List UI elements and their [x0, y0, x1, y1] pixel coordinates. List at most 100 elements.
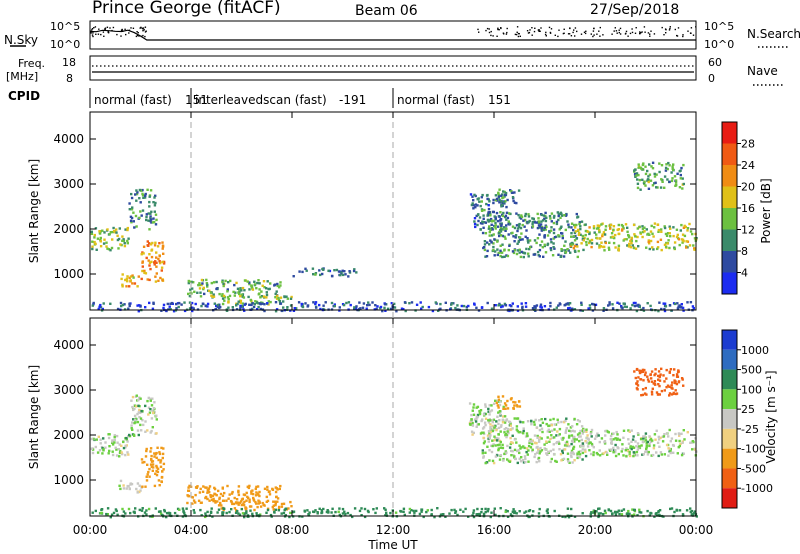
echo-cell — [516, 242, 519, 245]
echo-cell — [319, 307, 322, 311]
echo-cell — [540, 418, 543, 421]
echo-cell — [588, 232, 591, 236]
echo-cell — [666, 242, 669, 245]
echo-cell — [142, 196, 145, 199]
echo-cell — [473, 418, 477, 421]
echo-cell — [497, 195, 501, 198]
echo-cell — [614, 511, 618, 514]
echo-cell — [503, 202, 506, 205]
echo-cell — [148, 253, 151, 256]
echo-cell — [341, 273, 345, 277]
echo-cell — [219, 492, 223, 496]
echo-cell — [515, 441, 518, 444]
echo-cell — [569, 244, 573, 248]
echo-cell — [155, 251, 158, 254]
echo-cell — [501, 203, 504, 206]
echo-cell — [616, 437, 619, 440]
echo-cell — [655, 451, 658, 454]
echo-cell — [648, 442, 651, 445]
echo-cell — [490, 241, 493, 244]
echo-cell — [565, 427, 568, 430]
echo-cell — [236, 510, 239, 513]
echo-cell — [496, 225, 500, 228]
echo-cell — [625, 305, 628, 309]
echo-cell — [268, 490, 271, 493]
echo-cell — [129, 482, 132, 485]
echo-cell — [475, 415, 479, 419]
echo-cell — [559, 255, 562, 258]
echo-cell — [98, 305, 101, 308]
echo-cell — [191, 309, 194, 313]
echo-cell — [509, 513, 513, 516]
echo-cell — [660, 453, 663, 456]
echo-cell — [635, 382, 639, 386]
echo-cell — [607, 431, 610, 434]
echo-cell — [550, 429, 554, 432]
echo-cell — [220, 504, 223, 507]
echo-cell — [531, 307, 535, 310]
echo-cell — [574, 250, 577, 253]
echo-cell — [622, 436, 625, 439]
echo-cell — [608, 303, 611, 306]
echo-cell — [208, 289, 211, 293]
echo-cell — [151, 221, 155, 224]
echo-cell — [628, 450, 631, 454]
echo-cell — [522, 461, 526, 464]
echo-cell — [162, 468, 165, 471]
echo-cell — [676, 370, 680, 374]
echo-cell — [633, 508, 636, 512]
echo-cell — [489, 423, 492, 426]
echo-cell — [644, 432, 648, 435]
echo-cell — [633, 172, 637, 176]
echo-cell — [577, 228, 580, 232]
echo-cell — [206, 285, 209, 288]
noise-search-dot — [625, 30, 628, 33]
echo-cell — [541, 246, 544, 249]
echo-cell — [200, 283, 203, 287]
echo-cell — [681, 440, 684, 443]
echo-cell — [255, 301, 259, 304]
echo-cell — [384, 303, 387, 306]
echo-cell — [237, 300, 240, 303]
echo-cell — [671, 177, 674, 180]
echo-cell — [660, 164, 664, 167]
range-tick-label: 3000 — [53, 177, 84, 191]
echo-cell — [656, 186, 659, 189]
echo-cell — [486, 241, 489, 244]
echo-cell — [588, 241, 591, 245]
noise-search-dot — [116, 33, 118, 36]
echo-cell — [191, 306, 194, 309]
echo-cell — [470, 418, 473, 421]
echo-cell — [115, 434, 119, 438]
echo-cell — [663, 389, 666, 392]
echo-cell — [617, 249, 620, 252]
echo-cell — [655, 429, 658, 432]
echo-cell — [193, 290, 196, 293]
echo-cell — [516, 305, 519, 308]
echo-cell — [568, 434, 571, 438]
echo-cell — [415, 303, 419, 306]
echo-cell — [250, 492, 253, 495]
echo-cell — [503, 431, 506, 434]
echo-cell — [208, 499, 211, 502]
noise-search-dot — [103, 35, 105, 37]
noise-search-dot — [109, 27, 111, 29]
echo-cell — [148, 467, 151, 471]
echo-cell — [668, 225, 671, 228]
echo-cell — [253, 303, 256, 306]
echo-cell — [152, 217, 155, 220]
echo-cell — [122, 440, 125, 444]
echo-cell — [501, 421, 505, 424]
echo-cell — [508, 460, 512, 463]
echo-cell — [647, 240, 650, 244]
echo-cell — [516, 429, 519, 433]
echo-cell — [480, 306, 484, 309]
echo-cell — [516, 229, 519, 233]
echo-cell — [147, 219, 150, 222]
noise-search-dot — [539, 30, 541, 32]
echo-cell — [344, 273, 347, 276]
echo-cell — [278, 505, 281, 509]
freq-tick-bottom: 8 — [66, 72, 73, 85]
echo-cell — [641, 388, 645, 391]
echo-cell — [543, 243, 546, 246]
